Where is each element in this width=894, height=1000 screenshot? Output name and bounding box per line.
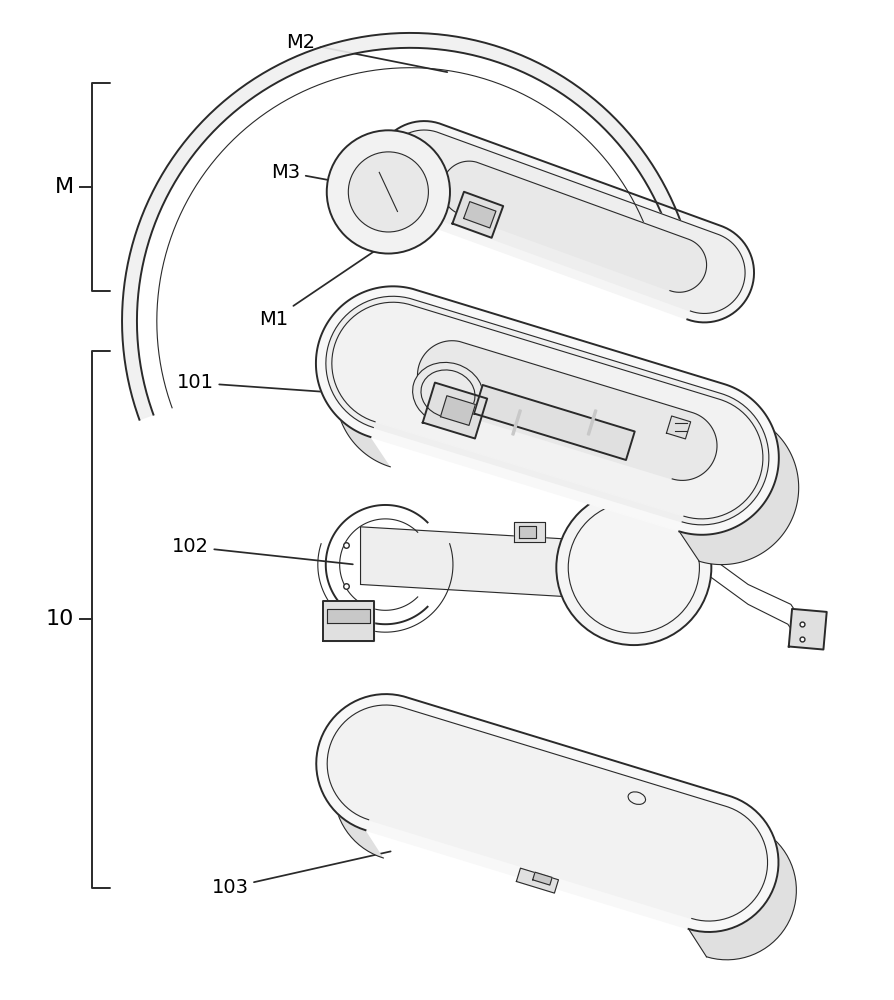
- Polygon shape: [533, 872, 552, 885]
- Polygon shape: [327, 705, 768, 921]
- Polygon shape: [512, 410, 521, 435]
- Polygon shape: [323, 601, 375, 641]
- Text: M3: M3: [271, 163, 470, 206]
- Polygon shape: [464, 202, 496, 228]
- Polygon shape: [360, 527, 579, 597]
- Text: 102: 102: [172, 537, 353, 564]
- Polygon shape: [452, 192, 503, 238]
- Polygon shape: [332, 302, 763, 519]
- Polygon shape: [316, 286, 779, 535]
- Polygon shape: [423, 383, 487, 439]
- Polygon shape: [326, 609, 370, 623]
- Text: M: M: [55, 177, 74, 197]
- Polygon shape: [519, 526, 536, 538]
- Polygon shape: [316, 694, 779, 932]
- Polygon shape: [375, 121, 754, 322]
- Polygon shape: [442, 161, 706, 292]
- Ellipse shape: [413, 362, 484, 425]
- Polygon shape: [384, 130, 745, 313]
- Text: M2: M2: [286, 33, 447, 72]
- Polygon shape: [316, 694, 797, 960]
- Text: 103: 103: [212, 851, 391, 897]
- Text: 10: 10: [46, 609, 74, 629]
- Polygon shape: [417, 341, 717, 480]
- Polygon shape: [666, 416, 691, 439]
- Polygon shape: [517, 868, 559, 893]
- Polygon shape: [325, 296, 769, 525]
- Circle shape: [349, 152, 428, 232]
- Polygon shape: [316, 286, 798, 565]
- Polygon shape: [513, 522, 545, 542]
- Text: M1: M1: [259, 233, 401, 329]
- Polygon shape: [474, 385, 635, 460]
- Polygon shape: [587, 410, 597, 435]
- Polygon shape: [122, 33, 694, 420]
- Polygon shape: [441, 396, 476, 425]
- Circle shape: [326, 130, 450, 254]
- Circle shape: [556, 490, 712, 645]
- Text: 101: 101: [177, 373, 375, 395]
- Polygon shape: [789, 609, 827, 650]
